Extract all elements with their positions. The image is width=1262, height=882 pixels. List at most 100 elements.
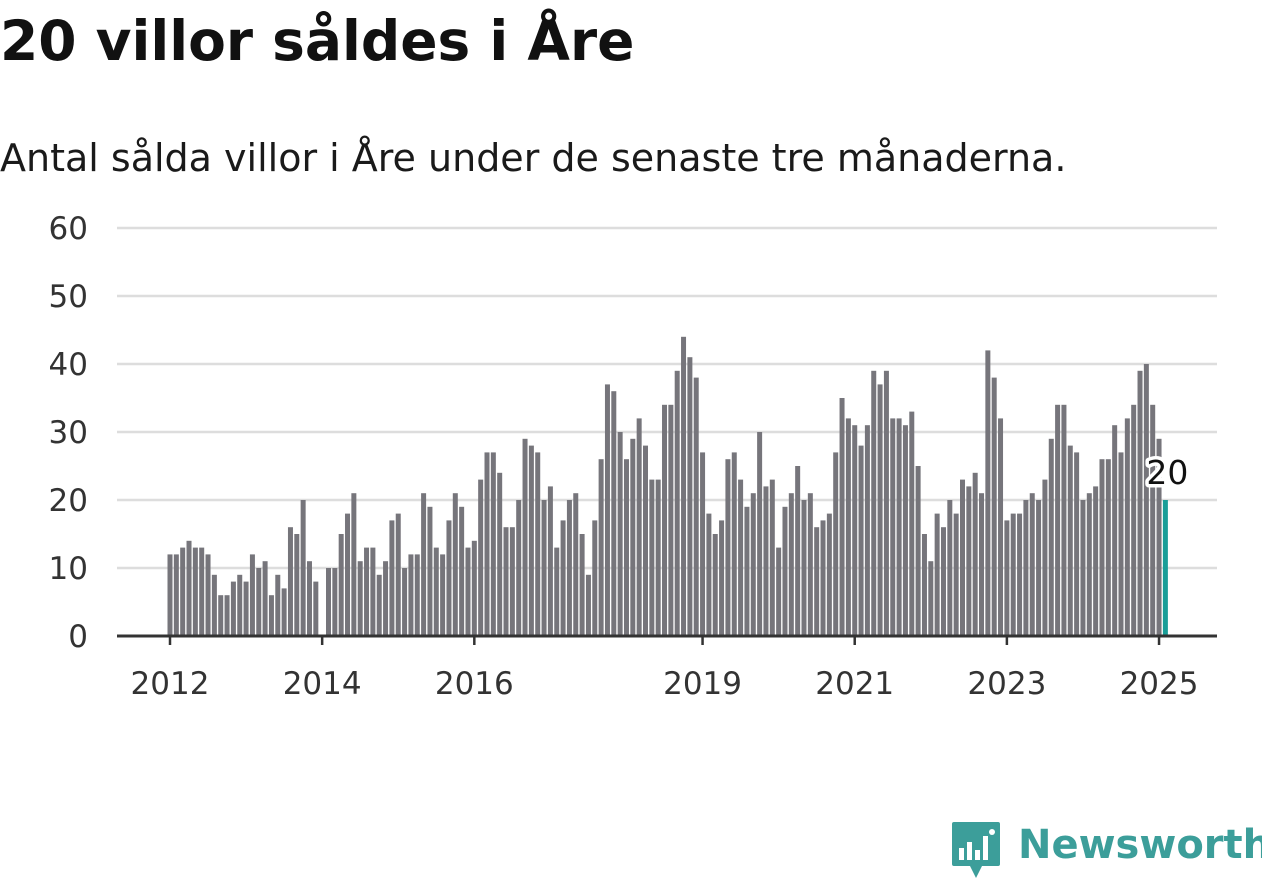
bar (478, 479, 484, 636)
y-tick-label: 30 (49, 415, 88, 451)
bar (585, 574, 591, 636)
bar (1004, 520, 1010, 636)
bar (598, 459, 604, 636)
bar (484, 452, 490, 636)
bar (535, 452, 541, 636)
bar (414, 554, 420, 636)
bar (243, 581, 249, 636)
bar (1150, 404, 1156, 636)
bar (579, 534, 585, 636)
bar (186, 540, 192, 636)
bar (497, 472, 503, 636)
bar (465, 547, 471, 636)
bar (744, 506, 750, 636)
bar (662, 404, 668, 636)
bar (370, 547, 376, 636)
bar (1017, 513, 1023, 636)
bar (909, 411, 915, 636)
bar (953, 513, 959, 636)
bar (376, 574, 382, 636)
bar (541, 500, 547, 636)
bar (433, 547, 439, 636)
bar (1067, 445, 1073, 636)
bar (928, 561, 934, 636)
bar (934, 513, 940, 636)
bar (180, 547, 186, 636)
bar (940, 527, 946, 636)
bar (522, 438, 528, 636)
bar (395, 513, 401, 636)
bar (345, 513, 351, 636)
bar (287, 527, 293, 636)
bar (326, 568, 331, 636)
bar (883, 370, 889, 636)
bar (446, 520, 452, 636)
bar (1118, 452, 1124, 636)
bar (617, 432, 623, 636)
bar (1086, 493, 1092, 636)
bar (960, 479, 965, 636)
bar (573, 493, 579, 636)
bar (769, 479, 775, 636)
bar (985, 350, 991, 636)
x-tick-label: 2019 (663, 666, 742, 702)
bar (173, 554, 179, 636)
bar (1048, 438, 1054, 636)
bar (630, 438, 636, 636)
bar (1131, 404, 1137, 636)
bar (357, 561, 363, 636)
bar (864, 425, 870, 636)
bar (275, 574, 281, 636)
x-tick-label: 2014 (283, 666, 362, 702)
bar (389, 520, 395, 636)
bar (332, 568, 338, 636)
bar (1074, 452, 1080, 636)
bar (421, 493, 427, 636)
bar (408, 554, 414, 636)
bar (306, 561, 312, 636)
bar (452, 493, 458, 636)
bar (351, 493, 357, 636)
bar (268, 595, 274, 636)
bar (199, 547, 205, 636)
bar (192, 547, 198, 636)
bar (833, 452, 839, 636)
bars (167, 336, 1168, 636)
newsworthy-logo: Newsworthy (950, 818, 1262, 880)
bar (230, 581, 236, 636)
x-tick-label: 2025 (1120, 666, 1199, 702)
highlight-value-label: 20 (1146, 453, 1188, 492)
bar (782, 506, 788, 636)
bar (1143, 364, 1149, 636)
bar (681, 336, 687, 636)
y-tick-label: 10 (49, 551, 88, 587)
chart-subtitle: Antal sålda villor i Åre under de senast… (0, 136, 1067, 180)
bar-highlight (1162, 500, 1168, 636)
bar (237, 574, 243, 636)
bar (979, 493, 985, 636)
bar (1029, 493, 1035, 636)
bar (757, 432, 763, 636)
bar (972, 472, 978, 636)
bar (788, 493, 794, 636)
bar (820, 520, 826, 636)
bar (262, 561, 268, 636)
bar (338, 534, 344, 636)
x-tick-label: 2012 (131, 666, 210, 702)
bar (649, 479, 655, 636)
bar (167, 554, 173, 636)
bar (763, 486, 769, 636)
bar (776, 547, 782, 636)
bar (693, 377, 699, 636)
bar (795, 466, 801, 636)
y-tick-label: 0 (68, 619, 88, 655)
bar (440, 554, 446, 636)
bar (383, 561, 389, 636)
y-tick-label: 50 (49, 279, 88, 315)
y-axis-labels: 0 10 20 30 40 50 60 (49, 211, 88, 655)
bar-chart-badge-icon (952, 822, 1000, 878)
bar (560, 520, 566, 636)
annotations: 20 (1143, 450, 1192, 496)
bar (1112, 425, 1118, 636)
